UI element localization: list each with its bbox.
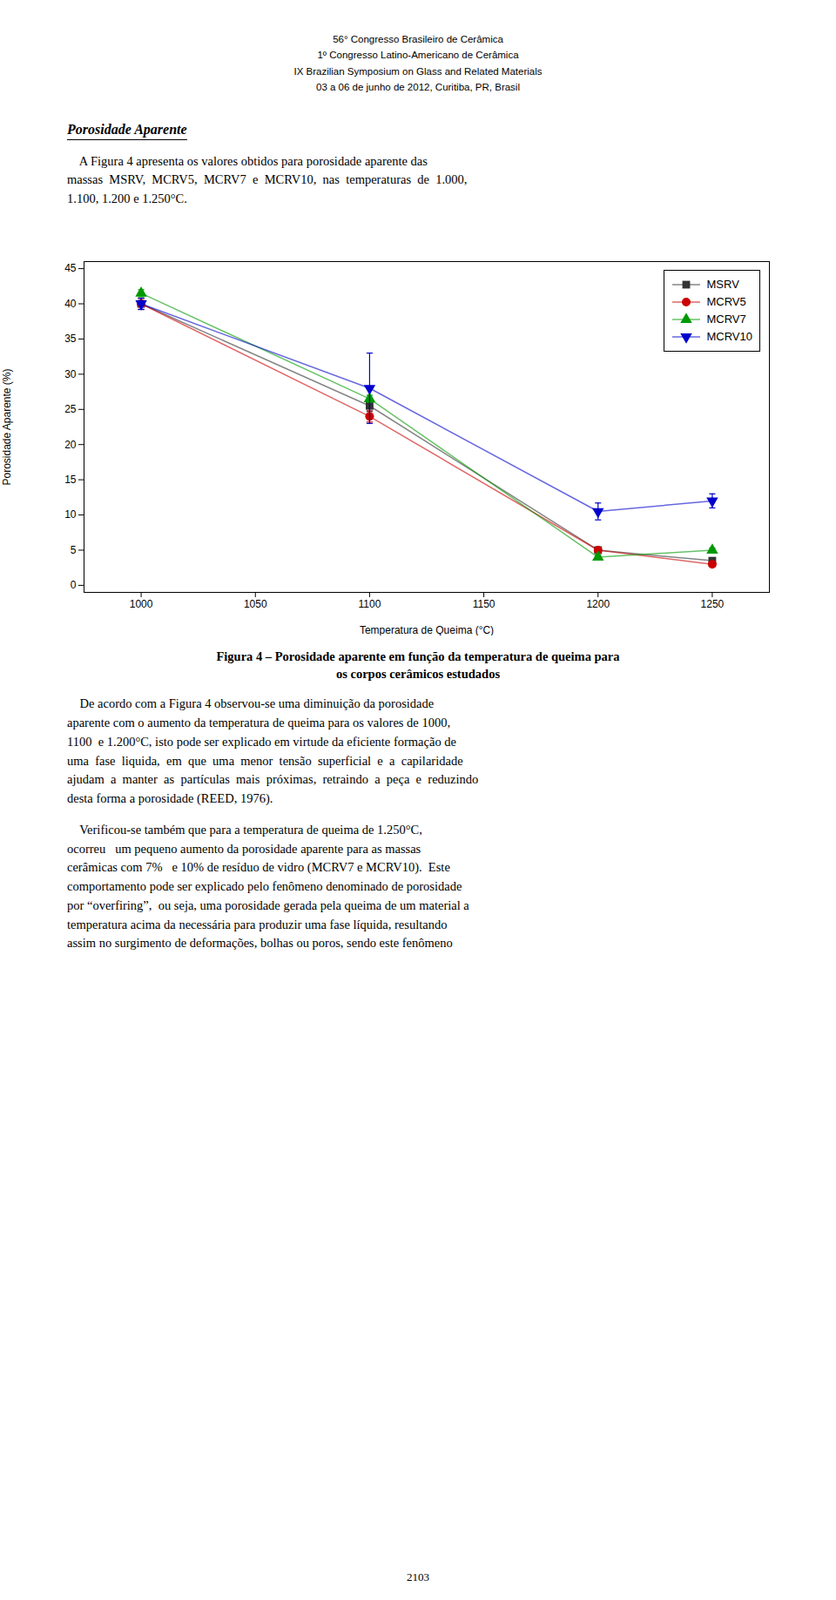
html-text:MCRV10: MCRV10 (706, 330, 753, 344)
svg-text:Porosidade Aparente (%): Porosidade Aparente (%) (0, 368, 14, 486)
svg-text:15: 15 (64, 473, 77, 486)
svg-text:20: 20 (64, 438, 77, 451)
svg-text:1150: 1150 (472, 598, 496, 611)
html-text:MCRV5: MCRV5 (706, 295, 747, 309)
svg-text:35: 35 (64, 332, 77, 345)
html-text:Verificou-se também que para a: Verificou-se também que para a temperatu… (67, 822, 470, 951)
svg-text:5: 5 (70, 544, 77, 557)
svg-text:45: 45 (64, 262, 77, 275)
html-text:03 a 06 de junho de 2012, Curi: 03 a 06 de junho de 2012, Curitiba, PR, … (316, 82, 520, 93)
svg-text:1250: 1250 (701, 598, 725, 611)
html-text:os corpos cerâmicos estudados: os corpos cerâmicos estudados (336, 667, 500, 682)
html-text:Porosidade Aparente: Porosidade Aparente (67, 121, 187, 137)
svg-text:30: 30 (64, 368, 77, 381)
svg-text:1100: 1100 (358, 598, 382, 611)
svg-text:1050: 1050 (243, 598, 268, 611)
svg-text:40: 40 (64, 297, 77, 311)
svg-text:10: 10 (64, 508, 77, 521)
svg-text:1200: 1200 (586, 598, 610, 611)
html-text:2103: 2103 (406, 1570, 430, 1585)
html-text:1º Congresso Latino-Americano: 1º Congresso Latino-Americano de Cerâmic… (317, 49, 519, 61)
html-text:A Figura 4 apresenta os valore: A Figura 4 apresenta os valores obtidos … (67, 153, 468, 206)
svg-text:0: 0 (70, 579, 77, 592)
html-text:MSRV: MSRV (706, 278, 740, 292)
html-text:De acordo com a Figura 4 obser: De acordo com a Figura 4 observou-se uma… (67, 697, 479, 806)
html-text:IX Brazilian Symposium on Glas: IX Brazilian Symposium on Glass and Rela… (293, 66, 543, 77)
html-text:56° Congresso Brasileiro de Ce: 56° Congresso Brasileiro de Cerâmica (332, 33, 504, 45)
html-text:Figura 4 – Porosidade aparente: Figura 4 – Porosidade aparente em função… (216, 649, 620, 664)
svg-text:25: 25 (64, 403, 77, 416)
svg-text:Temperatura de Queima (°C): Temperatura de Queima (°C) (359, 623, 494, 636)
svg-text:1000: 1000 (129, 598, 154, 611)
html-text:MCRV7: MCRV7 (706, 312, 747, 326)
